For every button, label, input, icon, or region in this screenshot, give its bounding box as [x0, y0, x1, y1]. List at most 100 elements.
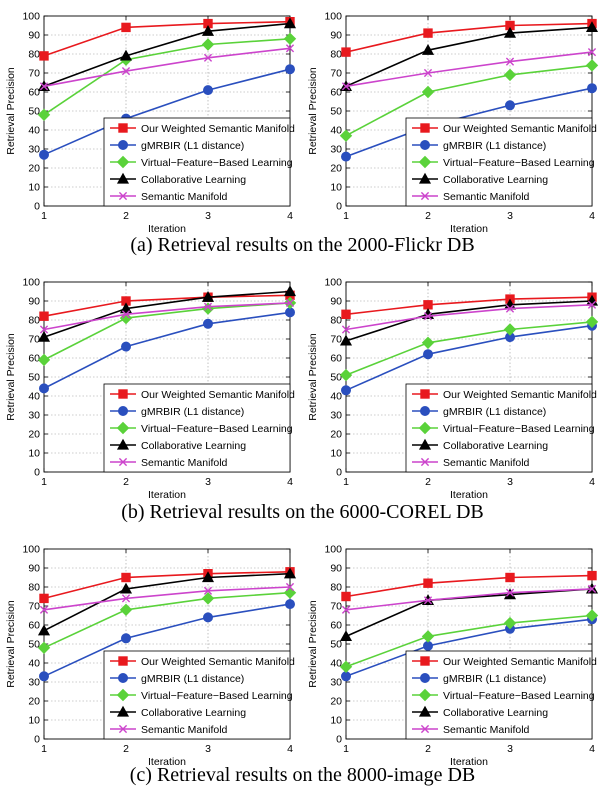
data-point-1-2: [203, 318, 213, 329]
data-point-0-1: [423, 28, 433, 38]
legend-label-3: Collaborative Learning: [443, 440, 548, 452]
data-point-1-0: [341, 671, 351, 682]
y-tick-label: 0: [336, 467, 342, 479]
data-point-4-0: [39, 605, 49, 614]
data-point-0-0: [39, 593, 49, 604]
data-point-4-1: [423, 312, 433, 321]
data-point-0-1: [121, 572, 131, 583]
series-line-3: [345, 300, 593, 342]
data-point-2-0: [339, 368, 353, 382]
y-tick-label: 90: [28, 563, 40, 575]
series-line-1: [43, 603, 291, 678]
chart-2000-flickr-right: 0 10 20 30 40 50 60 70 80 90 100 1 2 3 4 Iteration Retri…: [307, 11, 599, 234]
data-point-1-1: [423, 349, 433, 360]
y-axis-label: Retrieval Precision: [5, 333, 17, 421]
y-tick-label: 60: [330, 87, 342, 99]
data-point-4-0: [341, 605, 351, 614]
legend-marker-2: [116, 688, 130, 702]
y-tick-label: 20: [330, 163, 342, 175]
y-tick-label: 70: [330, 334, 342, 346]
series-line-0: [345, 22, 593, 53]
data-point-2-3: [283, 32, 297, 46]
x-tick-label: 3: [507, 210, 513, 222]
data-point-3-0: [37, 330, 51, 342]
legend-marker-0: [420, 123, 430, 133]
y-axis-label: Retrieval Precision: [307, 333, 319, 421]
y-tick-label: 30: [330, 144, 342, 156]
y-tick-label: 100: [22, 277, 40, 289]
data-point-0-0: [39, 311, 49, 321]
x-tick-label: 3: [507, 476, 513, 488]
series-line-0: [43, 294, 291, 317]
legend-marker-0: [118, 656, 128, 666]
legend-label-0: Our Weighted Semantic Manifold: [141, 123, 295, 135]
legend-label-3: Collaborative Learning: [141, 174, 246, 186]
y-tick-label: 40: [330, 125, 342, 137]
legend-label-1: gMRBIR (L1 distance): [443, 673, 546, 685]
x-tick-label: 1: [41, 210, 47, 222]
data-point-2-0: [339, 129, 353, 142]
data-point-4-0: [341, 325, 351, 334]
data-point-4-3: [587, 48, 597, 57]
data-point-2-2: [503, 616, 517, 630]
data-point-4-0: [39, 325, 49, 334]
caption-a: (a) Retrieval results on the 2000-Flickr…: [130, 234, 475, 256]
data-point-0-0: [39, 51, 49, 61]
legend-marker-0: [118, 389, 128, 399]
legend-label-0: Our Weighted Semantic Manifold: [141, 656, 295, 668]
y-tick-label: 70: [330, 601, 342, 613]
x-tick-label: 2: [425, 476, 431, 488]
legend-marker-4: [118, 724, 128, 734]
legend-marker-1: [420, 140, 430, 150]
legend-label-0: Our Weighted Semantic Manifold: [443, 656, 597, 668]
data-point-3-0: [339, 630, 353, 642]
x-tick-label: 4: [589, 743, 595, 755]
x-tick-label: 1: [343, 210, 349, 222]
y-tick-label: 10: [28, 448, 40, 460]
y-tick-label: 10: [330, 182, 342, 194]
caption-c: (c) Retrieval results on the 8000-image …: [129, 764, 476, 786]
y-tick-label: 40: [330, 658, 342, 670]
data-point-0-0: [341, 47, 351, 57]
data-point-4-0: [39, 82, 49, 91]
legend-marker-1: [118, 673, 128, 683]
y-tick-label: 60: [330, 620, 342, 632]
y-tick-label: 80: [28, 315, 40, 327]
series-line-1: [345, 87, 593, 158]
y-tick-label: 50: [330, 372, 342, 384]
series-line-3: [43, 572, 291, 632]
y-tick-label: 30: [330, 677, 342, 689]
data-point-4-3: [285, 298, 295, 307]
y-tick-label: 70: [28, 334, 40, 346]
legend-marker-3: [418, 438, 432, 450]
legend-marker-4: [118, 457, 128, 467]
y-tick-label: 90: [28, 30, 40, 42]
y-tick-label: 20: [28, 163, 40, 175]
series-line-1: [345, 324, 593, 392]
legend-label-2: Virtual−Feature−Based Learning: [141, 423, 293, 435]
data-point-1-3: [285, 64, 295, 75]
data-point-1-1: [423, 640, 433, 651]
data-point-3-0: [37, 624, 51, 636]
legend-marker-3: [116, 705, 130, 717]
data-point-4-3: [587, 300, 597, 309]
data-point-4-2: [505, 57, 515, 66]
y-tick-label: 10: [28, 715, 40, 727]
y-tick-label: 90: [28, 296, 40, 308]
y-tick-label: 70: [330, 68, 342, 80]
data-point-3-2: [503, 26, 517, 38]
y-axis-label: Retrieval Precision: [307, 67, 319, 155]
series-line-3: [43, 22, 291, 88]
legend-marker-1: [118, 140, 128, 150]
data-point-2-2: [503, 68, 517, 82]
x-tick-label: 1: [343, 476, 349, 488]
x-tick-label: 2: [123, 476, 129, 488]
x-tick-label: 3: [507, 743, 513, 755]
series-line-3: [43, 290, 291, 338]
data-point-1-0: [341, 151, 351, 162]
y-tick-label: 90: [330, 296, 342, 308]
legend-label-0: Our Weighted Semantic Manifold: [141, 389, 295, 401]
data-point-3-2: [201, 290, 215, 302]
legend-marker-4: [420, 191, 430, 201]
